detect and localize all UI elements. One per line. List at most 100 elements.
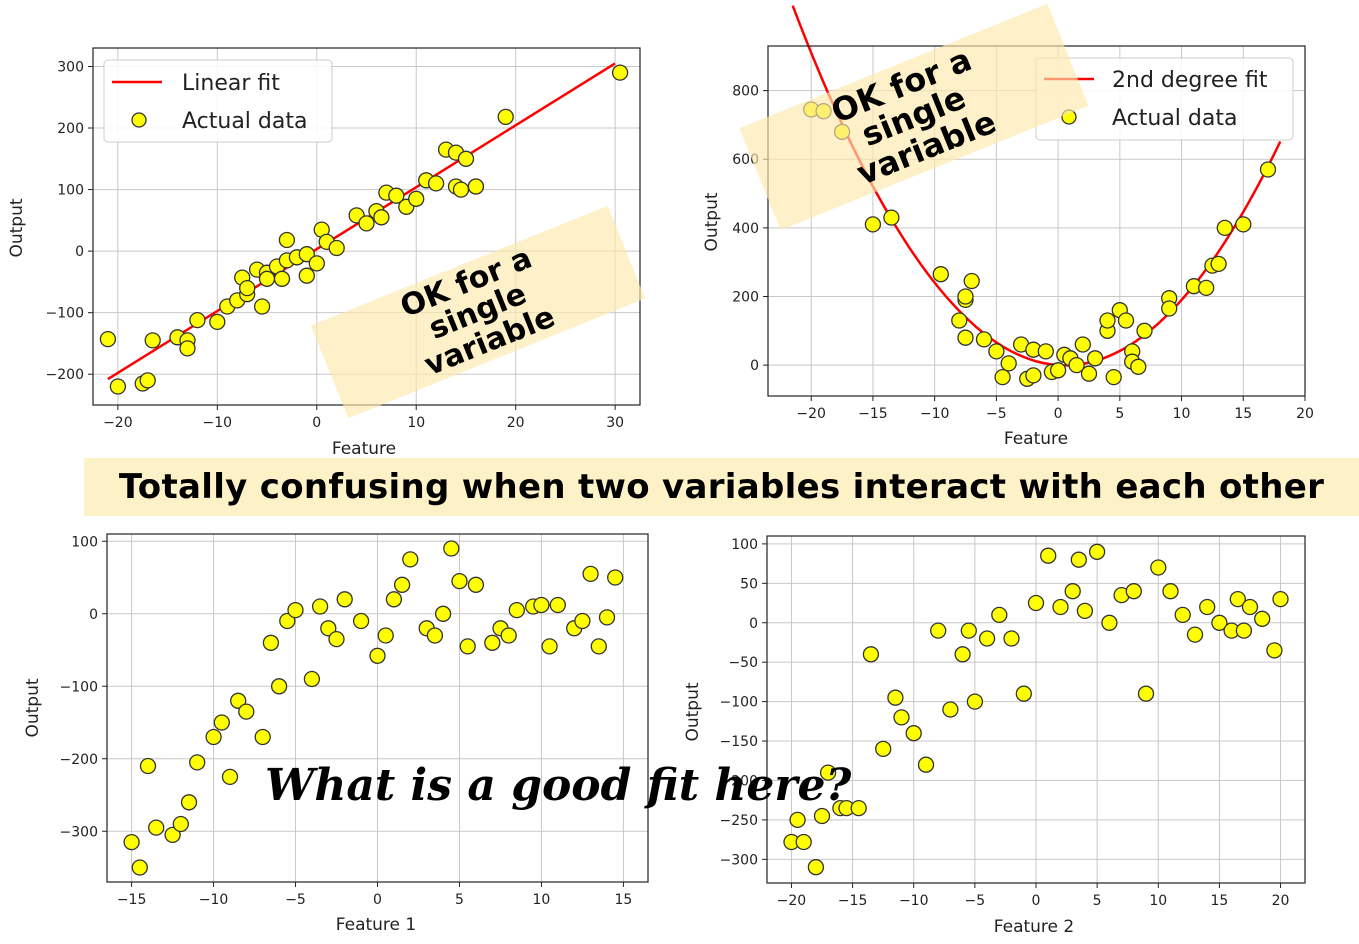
data-point [328,630,345,648]
data-point [533,596,550,614]
data-point [459,638,476,655]
x-axis-label: Feature [332,439,396,459]
data-point [393,576,411,593]
data-point [144,332,161,349]
y-axis-label: Output [702,192,722,251]
x-tick-label: −15 [858,406,888,422]
y-tick-label: 100 [731,537,758,553]
data-point [308,255,325,272]
data-point [1086,350,1104,367]
data-point [1088,543,1106,560]
y-tick-label: −200 [60,752,98,768]
data-point [303,670,321,688]
data-point [500,627,517,644]
data-point [1137,685,1155,702]
x-tick-label: −20 [796,406,826,422]
data-point [457,150,475,167]
data-point [180,794,198,811]
data-point [148,819,165,836]
data-point [875,740,892,758]
data-point [205,728,222,746]
x-tick-label: −20 [777,893,807,909]
data-point [905,725,922,742]
x-tick-label: −20 [103,415,133,431]
data-point [1174,606,1191,624]
data-point [1064,583,1081,600]
x-tick-label: 10 [1173,406,1191,422]
data-point [988,343,1005,360]
x-tick-label: 5 [1093,893,1102,909]
data-point [1199,598,1216,616]
y-axis-label: Output [23,678,43,737]
x-tick-label: −10 [899,893,929,909]
data-point [590,638,607,655]
data-point [957,288,974,305]
x-tick-label: −10 [920,406,950,422]
data-point [893,709,910,726]
y-tick-label: −50 [728,655,758,671]
data-point [1080,365,1098,382]
data-point [1015,685,1032,702]
question-text: What is a good fit here? [265,760,852,811]
data-point [377,627,394,644]
data-point [262,634,280,651]
data-point [1099,312,1116,329]
x-tick-label: 0 [373,892,382,908]
data-point [574,612,591,630]
y-axis-label: Output [683,682,703,741]
legend-fit-label: Linear fit [182,71,280,96]
data-point [1162,583,1179,600]
data-point [966,693,984,710]
y-tick-label: 0 [750,358,759,374]
data-point [273,270,291,287]
data-point [957,329,974,346]
data-point [951,312,968,329]
legend: 2nd degree fit Actual data [1035,57,1294,141]
y-tick-label: −250 [720,813,758,829]
data-point [497,108,514,126]
x-tick-label: −15 [117,892,147,908]
data-point [1117,312,1135,329]
x-axis-label: Feature 1 [336,915,416,935]
x-tick-label: 15 [614,892,632,908]
data-point [254,728,271,746]
data-point [541,638,558,655]
data-point [209,313,226,331]
data-point [991,606,1008,624]
data-point [221,768,239,786]
data-point [582,565,599,583]
data-point [954,646,971,663]
x-tick-label: −10 [203,415,233,431]
data-point [932,266,949,283]
data-point [467,178,485,195]
x-tick-label: 15 [1210,893,1228,909]
data-point [238,703,255,720]
x-tick-label: 0 [1032,893,1041,909]
data-point [451,572,468,590]
x-tick-label: −15 [838,893,868,909]
x-tick-label: −5 [965,893,986,909]
data-point [402,551,419,568]
data-point [1136,322,1153,339]
data-point [1198,279,1215,297]
data-point [385,591,403,608]
data-point [426,627,444,644]
y-tick-label: 100 [57,183,84,199]
data-point [109,378,127,395]
data-point [311,598,329,615]
banner: Totally confusing when two variables int… [84,458,1359,516]
y-tick-label: 200 [732,289,759,305]
data-point [813,807,831,825]
x-tick-label: 30 [606,415,624,431]
data-point [1241,598,1259,616]
legend-data-swatch [131,112,147,128]
data-point [230,692,247,709]
x-tick-label: 20 [1296,406,1314,422]
y-tick-label: −100 [46,306,84,322]
data-point [807,859,825,876]
data-point [549,596,566,614]
data-point [963,272,980,290]
y-tick-label: 0 [749,616,758,632]
x-tick-label: 20 [507,415,525,431]
